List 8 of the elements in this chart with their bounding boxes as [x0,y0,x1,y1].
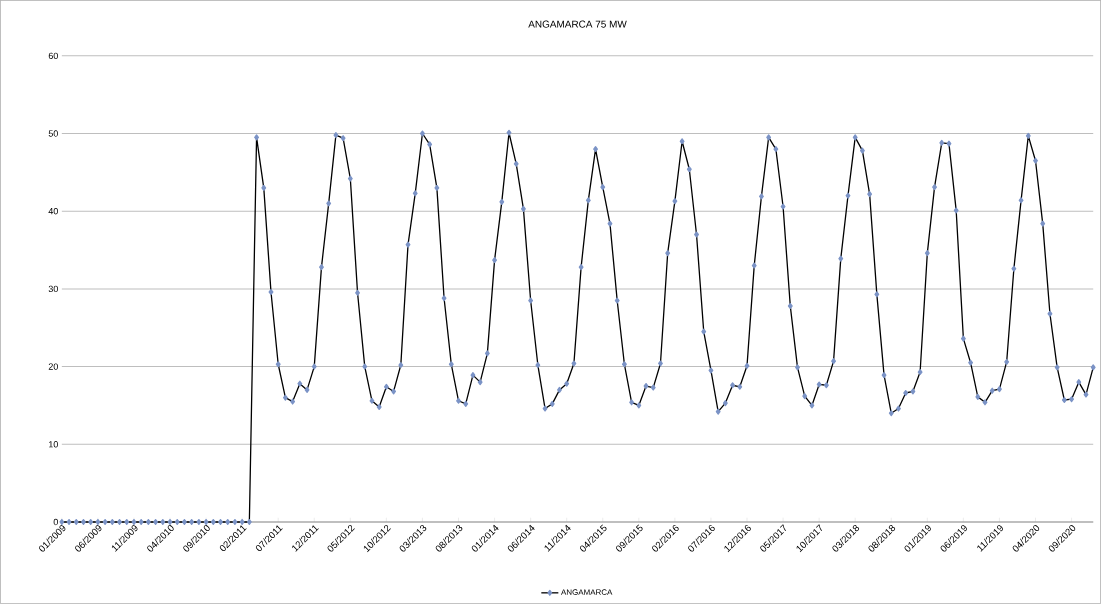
y-tick-label: 60 [48,52,58,60]
y-tick-label: 20 [48,363,58,370]
y-tick-label: 30 [48,285,58,293]
y-tick-label: 40 [48,208,58,215]
chart-title: ANGAMARCA 75 MW [528,20,627,28]
y-tick-label: 10 [49,441,58,448]
y-tick-label: 0 [53,518,58,526]
y-tick-label: 50 [48,130,58,137]
